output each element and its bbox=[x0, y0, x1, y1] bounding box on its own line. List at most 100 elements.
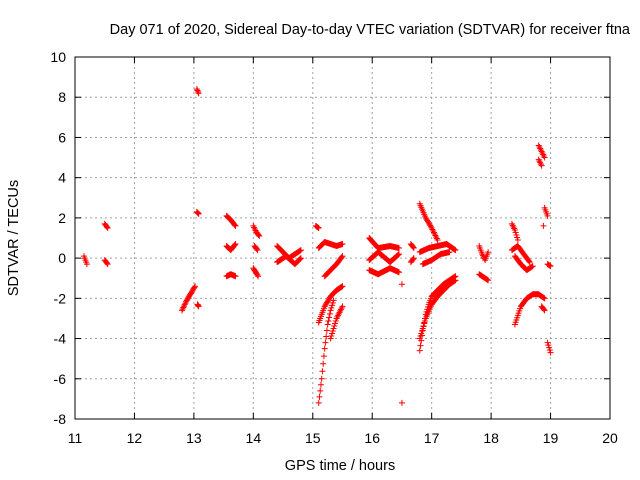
data-point bbox=[331, 322, 338, 329]
x-tick-label: 16 bbox=[364, 430, 380, 446]
x-tick-label: 20 bbox=[602, 430, 618, 446]
x-tick-label: 14 bbox=[246, 430, 262, 446]
data-point bbox=[330, 297, 337, 304]
data-point bbox=[446, 249, 453, 256]
data-point bbox=[194, 209, 201, 216]
data-point bbox=[103, 260, 110, 267]
data-point bbox=[321, 303, 328, 310]
data-point bbox=[231, 222, 238, 229]
data-point bbox=[324, 298, 331, 305]
data-point bbox=[323, 300, 330, 307]
data-point bbox=[544, 212, 551, 219]
data-point bbox=[182, 300, 189, 307]
data-point bbox=[297, 247, 304, 254]
data-point bbox=[338, 283, 345, 290]
data-point bbox=[546, 262, 553, 269]
y-tick-label: 2 bbox=[58, 210, 66, 226]
x-tick-label: 17 bbox=[424, 430, 440, 446]
data-point bbox=[422, 214, 429, 221]
data-point bbox=[324, 321, 331, 328]
data-point bbox=[318, 375, 325, 382]
data-point bbox=[323, 299, 330, 306]
data-point bbox=[195, 88, 202, 95]
data-point bbox=[325, 297, 332, 304]
y-tick-label: -8 bbox=[54, 411, 67, 427]
data-point bbox=[195, 90, 202, 97]
y-tick-label: 10 bbox=[50, 49, 66, 65]
data-point bbox=[511, 226, 518, 233]
data-point bbox=[317, 381, 324, 388]
y-axis-label: SDTVAR / TECUs bbox=[6, 180, 22, 296]
data-point bbox=[540, 306, 547, 313]
data-point bbox=[104, 224, 111, 231]
data-point bbox=[540, 294, 547, 301]
x-tick-label: 15 bbox=[305, 430, 321, 446]
x-tick-label: 19 bbox=[543, 430, 559, 446]
data-point bbox=[423, 216, 430, 223]
data-point bbox=[450, 278, 457, 285]
x-tick-label: 13 bbox=[186, 430, 202, 446]
grid-lines bbox=[75, 57, 610, 419]
data-point bbox=[330, 325, 337, 332]
data-point bbox=[297, 247, 304, 254]
data-point bbox=[417, 333, 424, 340]
data-point bbox=[195, 210, 202, 217]
data-point bbox=[83, 261, 90, 268]
data-point bbox=[326, 295, 333, 302]
data-point bbox=[103, 223, 110, 230]
data-point bbox=[329, 330, 336, 337]
y-tick-label: -4 bbox=[54, 331, 67, 347]
data-point bbox=[513, 231, 520, 238]
x-axis-label: GPS time / hours bbox=[285, 458, 395, 474]
data-point bbox=[538, 162, 545, 169]
data-point bbox=[546, 344, 553, 351]
data-point bbox=[546, 347, 553, 354]
data-point bbox=[320, 360, 327, 367]
data-point bbox=[419, 325, 426, 332]
data-point bbox=[328, 333, 335, 340]
data-point bbox=[339, 303, 346, 310]
data-point bbox=[255, 273, 262, 280]
data-point bbox=[452, 277, 459, 284]
data-point bbox=[410, 255, 417, 262]
data-point bbox=[427, 222, 434, 229]
data-point bbox=[485, 249, 492, 256]
data-point bbox=[332, 317, 339, 324]
data-point bbox=[514, 237, 521, 244]
data-point bbox=[541, 295, 548, 302]
data-point bbox=[540, 294, 547, 301]
data-point bbox=[398, 281, 405, 288]
data-point bbox=[321, 345, 328, 352]
data-point bbox=[314, 224, 321, 231]
data-point bbox=[537, 159, 544, 166]
data-point bbox=[329, 299, 336, 306]
data-point bbox=[421, 317, 428, 324]
data-point bbox=[326, 310, 333, 317]
data-point bbox=[514, 234, 521, 241]
data-point bbox=[180, 304, 187, 311]
data-point bbox=[426, 221, 433, 228]
data-point bbox=[332, 320, 339, 327]
data-point bbox=[322, 302, 329, 309]
data-point bbox=[512, 229, 519, 236]
data-point bbox=[540, 222, 547, 229]
data-point bbox=[339, 241, 346, 248]
data-point bbox=[420, 322, 427, 329]
data-point bbox=[179, 305, 186, 312]
data-point bbox=[416, 347, 423, 354]
chart-title: Day 071 of 2020, Sidereal Day-to-day VTE… bbox=[110, 22, 631, 38]
data-point bbox=[329, 328, 336, 335]
data-point bbox=[319, 368, 326, 375]
data-point bbox=[314, 223, 321, 230]
data-point bbox=[529, 263, 536, 270]
data-point bbox=[546, 262, 553, 269]
data-point bbox=[395, 269, 402, 276]
data-point bbox=[510, 223, 517, 230]
data-point bbox=[297, 255, 304, 262]
data-point bbox=[297, 255, 304, 262]
data-point bbox=[194, 87, 201, 94]
data-point bbox=[181, 301, 188, 308]
data-point bbox=[195, 303, 202, 310]
data-point bbox=[192, 283, 199, 290]
